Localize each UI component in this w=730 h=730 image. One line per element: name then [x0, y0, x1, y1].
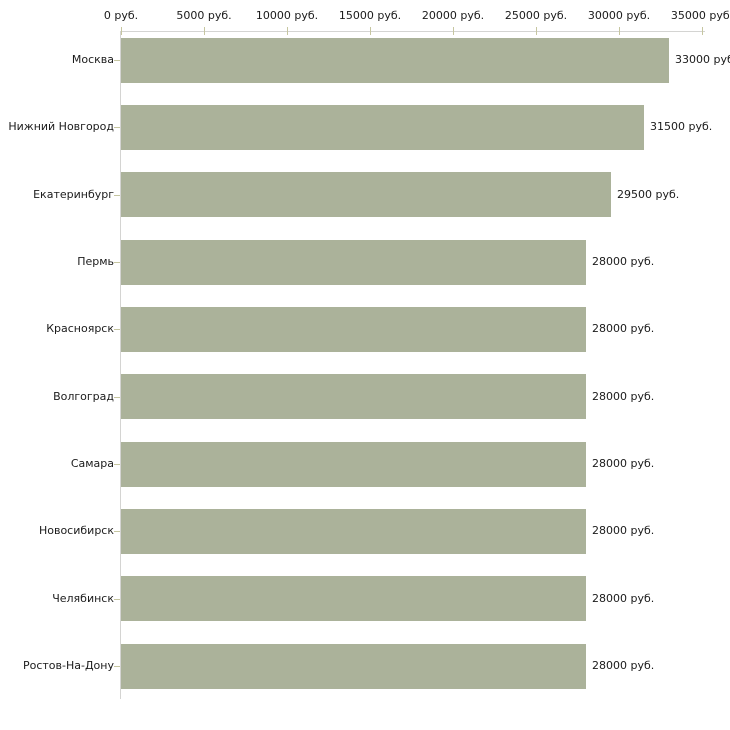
- value-label: 28000 руб.: [592, 255, 655, 268]
- bar-2: [121, 104, 644, 150]
- value-label: 28000 руб.: [592, 322, 655, 335]
- category-label: Ростов-На-Дону: [22, 659, 114, 672]
- x-axis-tick: [536, 27, 537, 35]
- category-label: Нижний Новгород: [8, 120, 114, 133]
- x-axis-tick: [370, 27, 371, 35]
- category-tick: [114, 329, 120, 330]
- x-axis-tick: [453, 27, 454, 35]
- bar-5: [121, 306, 586, 352]
- bar-9: [121, 576, 586, 622]
- category-tick: [114, 599, 120, 600]
- category-label: Екатеринбург: [33, 188, 114, 201]
- x-axis-tick: [619, 27, 620, 35]
- x-axis-tick-label: 15000 руб.: [338, 9, 402, 22]
- x-axis-tick-label: 0 руб.: [103, 9, 139, 22]
- x-axis-tick-label: 25000 руб.: [504, 9, 568, 22]
- bar-3: [121, 172, 611, 218]
- y-axis-line: [120, 31, 121, 699]
- value-label: 29500 руб.: [617, 188, 680, 201]
- value-label: 28000 руб.: [592, 524, 655, 537]
- category-label: Москва: [71, 53, 114, 66]
- category-tick: [114, 464, 120, 465]
- x-axis-tick-label: 35000 руб.: [670, 9, 730, 22]
- value-label: 28000 руб.: [592, 457, 655, 470]
- bar-1: [121, 37, 669, 83]
- category-label: Самара: [70, 457, 114, 470]
- value-label: 33000 руб: [675, 53, 730, 66]
- value-label: 31500 руб.: [650, 120, 713, 133]
- category-tick: [114, 195, 120, 196]
- bar-4: [121, 239, 586, 285]
- bar-7: [121, 441, 586, 487]
- category-tick: [114, 397, 120, 398]
- bar-6: [121, 374, 586, 420]
- x-axis-tick: [121, 27, 122, 35]
- category-tick: [114, 531, 120, 532]
- category-label: Новосибирск: [38, 524, 114, 537]
- x-axis-tick: [287, 27, 288, 35]
- x-axis-tick-label: 10000 руб.: [255, 9, 319, 22]
- category-label: Волгоград: [53, 390, 114, 403]
- category-label: Пермь: [77, 255, 114, 268]
- bar-10: [121, 643, 586, 689]
- x-axis-line: [121, 31, 705, 32]
- category-tick: [114, 60, 120, 61]
- value-label: 28000 руб.: [592, 659, 655, 672]
- x-axis-tick-label: 20000 руб.: [421, 9, 485, 22]
- x-axis-tick-label: 30000 руб.: [587, 9, 651, 22]
- bar-8: [121, 508, 586, 554]
- x-axis-tick: [702, 27, 703, 35]
- category-tick: [114, 262, 120, 263]
- category-tick: [114, 666, 120, 667]
- value-label: 28000 руб.: [592, 592, 655, 605]
- x-axis-tick-label: 5000 руб.: [176, 9, 232, 22]
- category-label: Челябинск: [52, 592, 114, 605]
- category-label: Красноярск: [46, 322, 114, 335]
- category-tick: [114, 127, 120, 128]
- value-label: 28000 руб.: [592, 390, 655, 403]
- x-axis-tick: [204, 27, 205, 35]
